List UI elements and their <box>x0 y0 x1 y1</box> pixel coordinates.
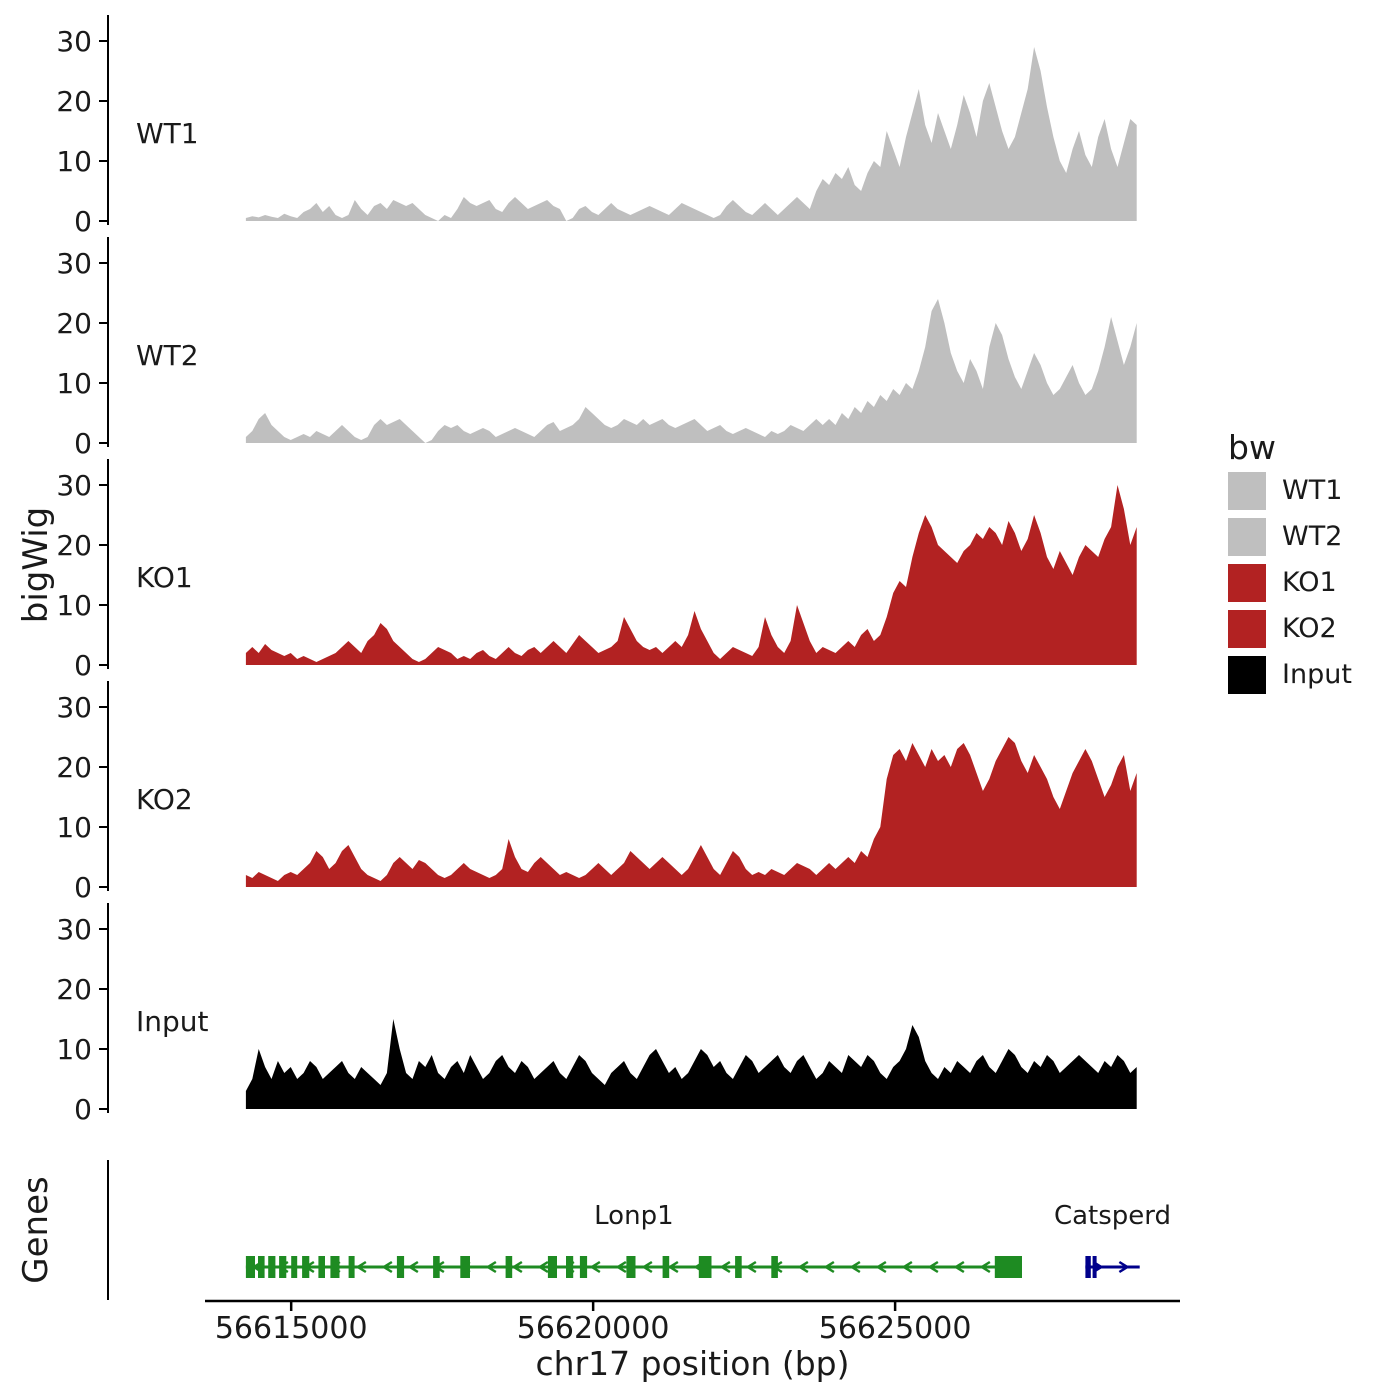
y-tick-label: 10 <box>56 589 92 622</box>
y-tick-label: 0 <box>74 427 92 460</box>
y-axis-title-genes: Genes <box>16 1176 56 1284</box>
y-axis-title-bigwig: bigWig <box>16 506 56 624</box>
y-tick-label: 10 <box>56 367 92 400</box>
legend-swatch-WT2 <box>1228 518 1266 556</box>
legend-swatch-WT1 <box>1228 472 1266 510</box>
coverage-area-WT2 <box>245 299 1137 443</box>
strand-arrow-icon <box>797 1260 809 1274</box>
exon-Lonp1 <box>318 1256 325 1278</box>
legend-title: bw <box>1228 428 1276 467</box>
legend-label-WT2: WT2 <box>1282 521 1342 552</box>
track-label-WT2: WT2 <box>136 339 199 372</box>
strand-arrow-icon <box>641 1260 653 1274</box>
track-label-KO1: KO1 <box>136 561 193 594</box>
y-tick-label: 10 <box>56 145 92 178</box>
y-tick-label: 0 <box>74 1093 92 1126</box>
exon-Lonp1 <box>291 1256 298 1278</box>
track-label-WT1: WT1 <box>136 117 199 150</box>
y-tick-label: 0 <box>74 205 92 238</box>
exon-Lonp1 <box>279 1256 287 1278</box>
gene-label-Catsperd: Catsperd <box>1054 1201 1171 1231</box>
exon-Lonp1 <box>626 1256 636 1278</box>
strand-arrow-icon <box>901 1260 913 1274</box>
exon-Lonp1 <box>245 1256 255 1278</box>
y-tick-label: 30 <box>56 913 92 946</box>
y-tick-label: 20 <box>56 85 92 118</box>
exon-Catsperd <box>1085 1256 1091 1278</box>
y-tick-label: 20 <box>56 307 92 340</box>
exon-Lonp1 <box>579 1256 588 1278</box>
exon-Lonp1 <box>268 1256 276 1278</box>
strand-arrow-icon <box>1118 1260 1130 1274</box>
y-tick-label: 10 <box>56 1033 92 1066</box>
exon-Lonp1 <box>258 1256 265 1278</box>
strand-arrow-icon <box>615 1260 627 1274</box>
legend-label-KO1: KO1 <box>1282 567 1337 598</box>
coverage-area-KO1 <box>245 485 1137 665</box>
y-tick-label: 10 <box>56 811 92 844</box>
exon-Lonp1 <box>460 1256 470 1278</box>
exon-Lonp1 <box>566 1256 574 1278</box>
strand-arrow-icon <box>719 1260 731 1274</box>
strand-arrow-icon <box>979 1260 991 1274</box>
y-tick-label: 30 <box>56 691 92 724</box>
legend-swatch-Input <box>1228 656 1266 694</box>
exon-Lonp1 <box>735 1256 742 1278</box>
exon-Lonp1 <box>662 1256 670 1278</box>
y-tick-label: 20 <box>56 973 92 1006</box>
exon-Lonp1 <box>396 1256 405 1278</box>
y-tick-label: 0 <box>74 649 92 682</box>
strand-arrow-icon <box>823 1260 835 1274</box>
strand-arrow-icon <box>667 1260 679 1274</box>
track-label-KO2: KO2 <box>136 783 193 816</box>
exon-Lonp1 <box>771 1256 778 1278</box>
y-tick-label: 20 <box>56 751 92 784</box>
coverage-area-WT1 <box>245 47 1137 221</box>
strand-arrow-icon <box>381 1260 393 1274</box>
exon-Lonp1 <box>433 1256 440 1278</box>
legend-label-Input: Input <box>1282 659 1352 690</box>
strand-arrow-icon <box>537 1260 549 1274</box>
coverage-area-Input <box>245 1019 1137 1109</box>
x-tick-label: 56620000 <box>517 1311 670 1346</box>
y-tick-label: 30 <box>56 469 92 502</box>
exon-Catsperd <box>1092 1256 1097 1278</box>
strand-arrow-icon <box>355 1260 367 1274</box>
exon-Lonp1 <box>330 1256 340 1278</box>
exon-Lonp1 <box>348 1256 355 1278</box>
strand-arrow-icon <box>875 1260 887 1274</box>
x-tick-label: 56615000 <box>215 1311 368 1346</box>
legend-label-WT1: WT1 <box>1282 475 1342 506</box>
strand-arrow-icon <box>849 1260 861 1274</box>
x-axis-title: chr17 position (bp) <box>535 1344 850 1383</box>
y-tick-label: 30 <box>56 247 92 280</box>
track-label-Input: Input <box>136 1005 209 1038</box>
exon-Lonp1 <box>547 1256 557 1278</box>
x-tick-label: 56625000 <box>819 1311 972 1346</box>
strand-arrow-icon <box>511 1260 523 1274</box>
exon-Lonp1 <box>698 1256 712 1278</box>
legend-label-KO2: KO2 <box>1282 613 1337 644</box>
strand-arrow-icon <box>745 1260 757 1274</box>
legend-swatch-KO1 <box>1228 564 1266 602</box>
y-tick-label: 0 <box>74 871 92 904</box>
coverage-area-KO2 <box>245 737 1137 887</box>
exon-Lonp1 <box>302 1256 310 1278</box>
y-tick-label: 30 <box>56 25 92 58</box>
strand-arrow-icon <box>953 1260 965 1274</box>
strand-arrow-icon <box>407 1260 419 1274</box>
strand-arrow-icon <box>589 1260 601 1274</box>
exon-Lonp1 <box>505 1256 513 1278</box>
strand-arrow-icon <box>927 1260 939 1274</box>
y-tick-label: 20 <box>56 529 92 562</box>
gene-label-Lonp1: Lonp1 <box>594 1201 673 1231</box>
exon-Lonp1 <box>994 1256 1022 1278</box>
strand-arrow-icon <box>485 1260 497 1274</box>
legend-swatch-KO2 <box>1228 610 1266 648</box>
